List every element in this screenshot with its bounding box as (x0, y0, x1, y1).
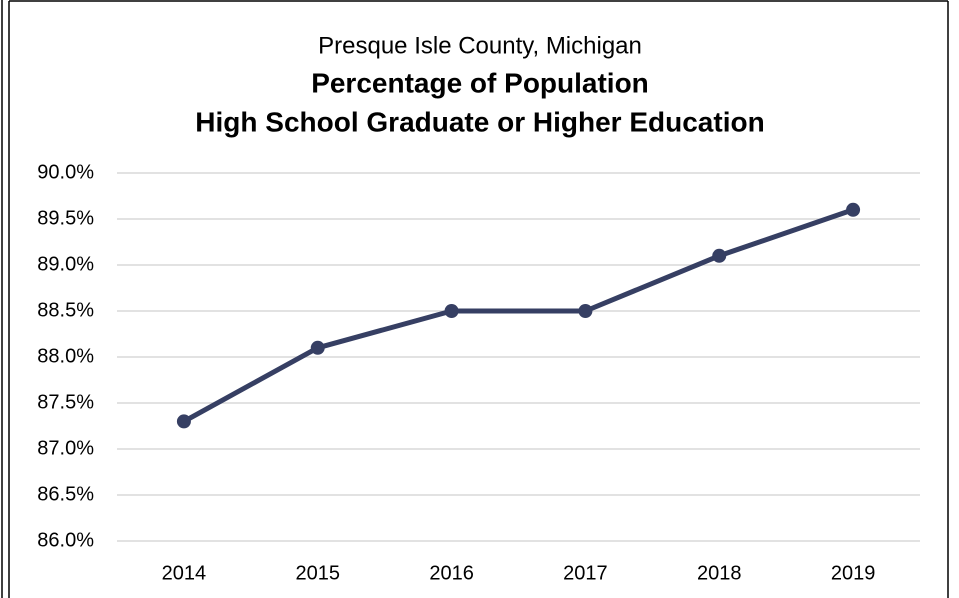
chart-title: High School Graduate or Higher Education (195, 106, 764, 137)
y-tick-label: 89.5% (37, 207, 94, 229)
point (712, 248, 727, 263)
y-tick-label: 90.0% (37, 161, 94, 183)
x-tick-label: 2017 (563, 562, 608, 584)
point (310, 340, 325, 355)
x-tick-label: 2019 (831, 562, 876, 584)
chart-title: Percentage of Population (311, 67, 649, 98)
y-tick-label: 87.5% (37, 391, 94, 413)
x-tick-label: 2015 (296, 562, 341, 584)
point (846, 202, 861, 217)
chart-title: Presque Isle County, Michigan (318, 32, 642, 59)
x-tick-label: 2016 (429, 562, 474, 584)
y-tick-label: 87.0% (37, 437, 94, 459)
point (176, 414, 191, 429)
point (578, 304, 593, 318)
x-tick-label: 2018 (697, 562, 742, 584)
y-tick-label: 88.0% (37, 345, 94, 367)
y-tick-label: 86.5% (37, 483, 94, 505)
y-tick-label: 88.5% (37, 299, 94, 321)
y-tick-label: 86.0% (37, 529, 94, 551)
y-tick-label: 89.0% (37, 253, 94, 275)
x-tick-label: 2014 (162, 562, 207, 584)
point (444, 304, 459, 318)
line (182, 207, 854, 424)
